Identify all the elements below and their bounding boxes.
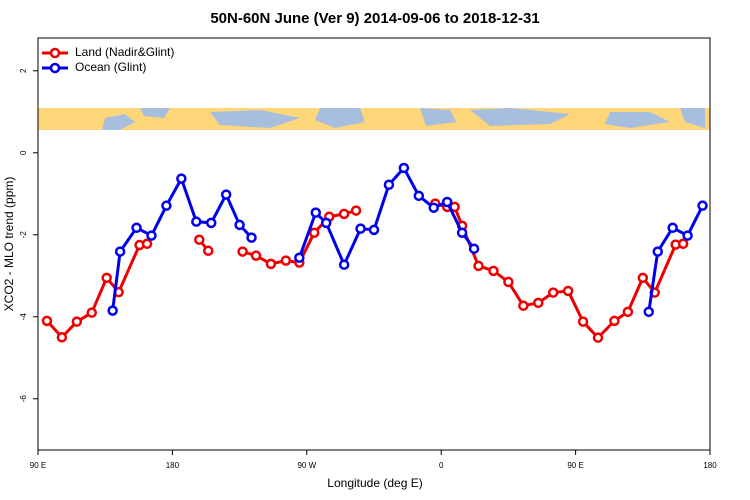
point: [643, 306, 655, 318]
point: [428, 202, 439, 213]
point: [637, 272, 649, 284]
point: [294, 252, 305, 263]
point: [609, 315, 620, 327]
point: [71, 316, 83, 327]
point: [592, 332, 604, 343]
point: [577, 316, 589, 327]
y-tick-label: -6: [19, 395, 28, 403]
point: [503, 276, 514, 288]
x-tick-label: 90 E: [30, 461, 46, 470]
point: [368, 224, 380, 236]
point: [101, 272, 112, 284]
x-tick-label: 0: [439, 461, 444, 470]
point: [114, 246, 126, 257]
point: [237, 246, 248, 257]
y-axis-label: XCO2 - MLO trend (ppm): [2, 177, 16, 312]
point: [220, 189, 232, 200]
point: [146, 230, 157, 241]
point: [652, 246, 663, 257]
point: [355, 223, 366, 234]
map-land: [102, 108, 705, 130]
point: [191, 216, 202, 227]
x-tick-label: 180: [703, 461, 717, 470]
point: [562, 285, 574, 297]
y-tick-label: 0: [19, 150, 28, 155]
point: [310, 207, 322, 218]
point: [413, 190, 425, 202]
point: [697, 200, 708, 211]
point: [56, 332, 68, 343]
series-line: [45, 202, 684, 340]
point: [547, 287, 559, 298]
point: [202, 245, 214, 257]
point: [473, 260, 484, 272]
point: [677, 238, 689, 250]
point: [441, 196, 453, 208]
point: [107, 305, 118, 316]
point: [350, 205, 362, 216]
chart-title: 50N-60N June (Ver 9) 2014-09-06 to 2018-…: [210, 10, 539, 27]
y-tick-label: 2: [19, 68, 28, 73]
x-tick-label: 90 E: [567, 461, 583, 470]
point: [456, 227, 468, 238]
point: [141, 238, 153, 250]
point: [667, 222, 678, 234]
plot-frame: [37, 37, 711, 451]
point: [320, 217, 332, 229]
point: [265, 258, 277, 270]
point: [131, 222, 142, 234]
point: [533, 297, 544, 309]
point: [338, 259, 350, 270]
point: [41, 315, 53, 327]
point: [622, 306, 634, 318]
point: [468, 243, 480, 254]
x-tick-label: 90 W: [297, 461, 316, 470]
point: [488, 265, 499, 277]
point: [246, 232, 257, 243]
point: [205, 217, 217, 229]
point: [280, 255, 292, 266]
legend-label: Land (Nadir&Glint): [75, 45, 174, 59]
legend-marker: [49, 62, 61, 74]
point: [383, 179, 395, 191]
point: [176, 173, 187, 184]
point: [309, 227, 320, 238]
x-axis-label: Longitude (deg E): [327, 476, 422, 490]
y-tick-label: -4: [19, 313, 28, 321]
point: [338, 208, 350, 220]
point: [234, 219, 245, 231]
map-strip: [38, 108, 710, 130]
point: [86, 307, 98, 318]
y-tick-label: -2: [19, 231, 28, 239]
legend-label: Ocean (Glint): [75, 60, 146, 74]
point: [518, 300, 529, 311]
point: [161, 200, 172, 211]
point: [682, 230, 693, 241]
point: [398, 162, 410, 174]
point: [250, 250, 262, 261]
legend-marker: [49, 47, 61, 59]
point: [194, 234, 205, 245]
x-tick-label: 180: [166, 461, 180, 470]
